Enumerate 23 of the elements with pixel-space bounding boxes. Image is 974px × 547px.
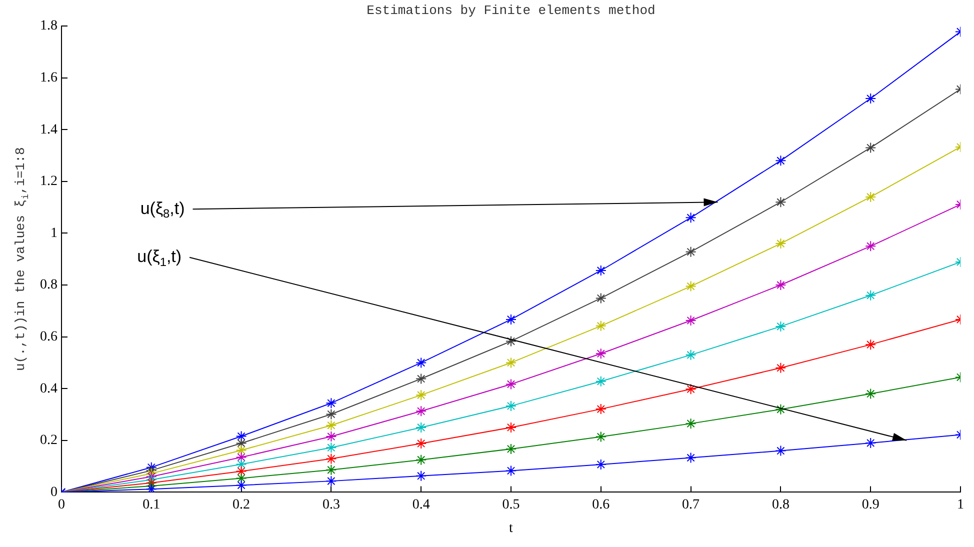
y-tick-label: 0.6 (40, 329, 58, 344)
y-tick-label: 0.2 (40, 433, 58, 448)
y-tick-label: 1.4 (40, 122, 58, 138)
x-axis-title: t (509, 521, 514, 536)
y-tick-label: 1.8 (40, 18, 58, 34)
x-tick-label: 0.2 (232, 497, 250, 512)
x-tick-label: 0.7 (682, 497, 700, 512)
x-tick-label: 0.5 (502, 497, 520, 512)
x-tick-label: 0.1 (142, 497, 160, 512)
y-tick-label: 1.2 (40, 174, 58, 190)
chart-title: Estimations by Finite elements method (366, 3, 656, 18)
x-tick-label: 1 (957, 497, 964, 512)
y-tick-label: 0.4 (40, 381, 58, 396)
x-tick-label: 0.6 (592, 497, 610, 512)
y-tick-label: 0 (50, 484, 58, 500)
y-tick-label: 0.8 (40, 278, 58, 293)
x-tick-label: 0.3 (322, 497, 340, 512)
x-tick-label: 0.4 (412, 497, 430, 512)
x-tick-label: 0.9 (862, 497, 880, 512)
y-axis-title: u(.,t))in the values ξi,i=1:8 (13, 147, 31, 372)
x-tick-label: 0.8 (772, 497, 790, 512)
y-tick-label: 1.6 (40, 70, 58, 86)
y-tick-label: 1 (50, 226, 58, 241)
